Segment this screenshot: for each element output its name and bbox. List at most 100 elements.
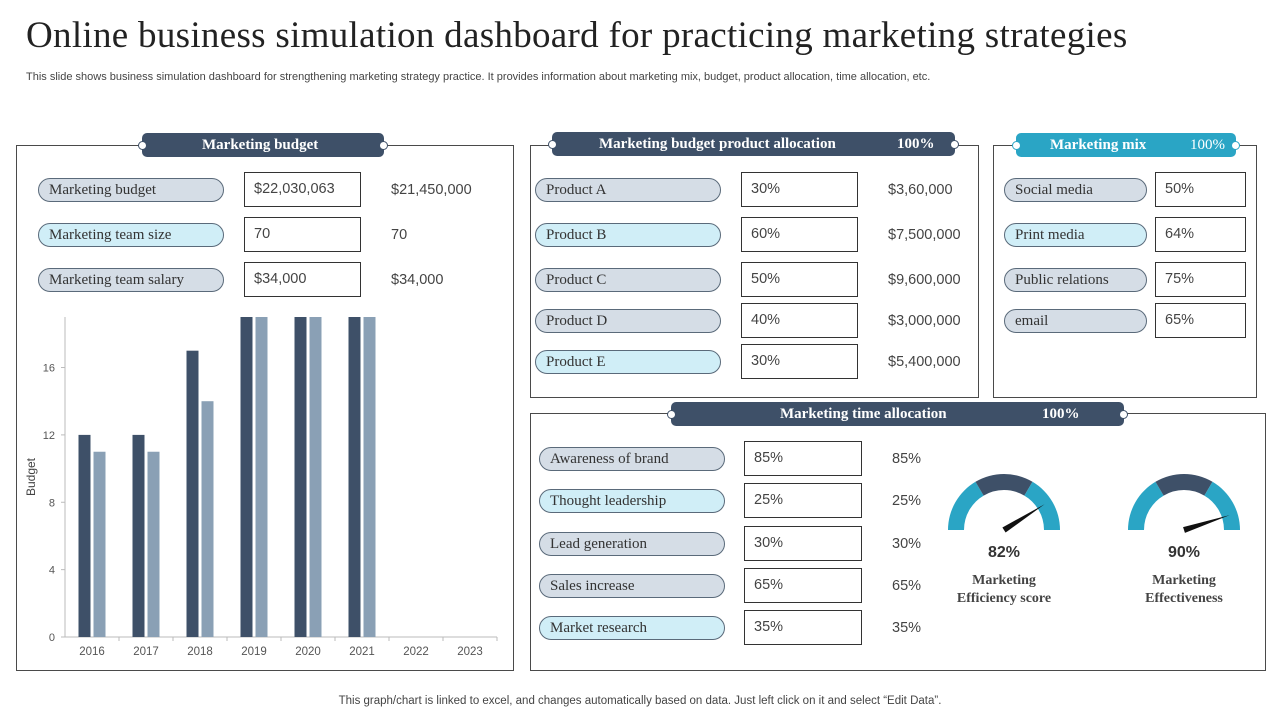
- thought-leadership-label-pill: Thought leadership: [539, 489, 725, 513]
- product-b-value-box: 60%: [741, 217, 858, 252]
- y-axis-title: Budget: [24, 457, 38, 496]
- lead-generation-extra-value: 30%: [892, 536, 922, 552]
- header-connector-dot: [950, 140, 959, 149]
- gauge-arc-segment: [1204, 481, 1240, 530]
- market-research-extra-value: 35%: [892, 620, 922, 636]
- gauge-arc-segment: [948, 481, 984, 530]
- header-connector-dot: [1012, 141, 1021, 150]
- effectiveness-gauge-label: Marketing Effectiveness: [1104, 572, 1264, 608]
- marketing-mix-title: Marketing mix: [1050, 137, 1147, 153]
- product-d-label-pill: Product D: [535, 309, 721, 333]
- y-tick-label: 0: [49, 632, 55, 644]
- product-e-amount: $5,400,000: [888, 354, 961, 370]
- bar-2016-series-2: [93, 451, 106, 637]
- bar-2017-series-1: [132, 434, 145, 637]
- page-title: Online business simulation dashboard for…: [26, 15, 1128, 56]
- market-research-label-pill: Market research: [539, 616, 725, 640]
- budget-panel-title: Marketing budget: [202, 137, 319, 153]
- budget-label-pill: Marketing budget: [38, 178, 224, 202]
- gauge-needle: [1183, 515, 1230, 533]
- x-tick-label: 2021: [349, 646, 375, 658]
- efficiency-gauge-percent: 82%: [987, 544, 1021, 561]
- sales-increase-extra-value: 65%: [892, 578, 922, 594]
- public-relations-value-box: 75%: [1155, 262, 1246, 297]
- social-media-value-box: 50%: [1155, 172, 1246, 207]
- product-allocation-title: Marketing budget product allocation: [599, 136, 836, 152]
- product-allocation-percent: 100%: [897, 136, 935, 152]
- budget-extra-value: $21,450,000: [391, 182, 472, 198]
- header-connector-dot: [667, 410, 676, 419]
- footer-note: This graph/chart is linked to excel, and…: [338, 695, 942, 707]
- bar-2016-series-1: [78, 434, 91, 637]
- bar-2020-series-1: [294, 317, 307, 637]
- lead-generation-label-pill: Lead generation: [539, 532, 725, 556]
- effectiveness-gauge-label-line1: Marketing: [1152, 573, 1216, 588]
- awareness-value-box: 85%: [744, 441, 862, 476]
- product-d-value-box: 40%: [741, 303, 858, 338]
- header-connector-dot: [1119, 410, 1128, 419]
- thought-leadership-value-box: 25%: [744, 483, 862, 518]
- marketing-mix-header: Marketing mix 100%: [1012, 133, 1240, 157]
- market-research-value-box: 35%: [744, 610, 862, 645]
- product-a-amount: $3,60,000: [888, 182, 953, 198]
- budget-panel-header: Marketing budget: [138, 133, 388, 157]
- gauge-arc-segment: [975, 474, 1033, 496]
- sales-increase-value-box: 65%: [744, 568, 862, 603]
- header-connector-dot: [1231, 141, 1240, 150]
- budget-bar-chart: 0 4 8 12 16 2016 2017 2018 2019 2020 2021 2022 2023 B…: [24, 317, 498, 658]
- marketing-mix-percent: 100%: [1190, 137, 1225, 153]
- page-subtitle: This slide shows business simulation das…: [26, 71, 931, 83]
- gauge-arc-segment: [1155, 474, 1213, 496]
- time-allocation-percent: 100%: [1042, 406, 1080, 422]
- bar-2019-series-1: [240, 317, 253, 637]
- product-c-value-box: 50%: [741, 262, 858, 297]
- x-tick-label: 2016: [79, 646, 105, 658]
- bar-2017-series-2: [147, 451, 160, 637]
- team-size-extra-value: 70: [391, 227, 408, 243]
- header-connector-dot: [548, 140, 557, 149]
- effectiveness-gauge-percent: 90%: [1167, 544, 1201, 561]
- efficiency-gauge-label: Marketing Efficiency score: [924, 572, 1084, 608]
- time-allocation-title: Marketing time allocation: [780, 406, 947, 422]
- print-media-value-box: 64%: [1155, 217, 1246, 252]
- thought-leadership-extra-value: 25%: [892, 493, 922, 509]
- email-label-pill: email: [1004, 309, 1147, 333]
- product-e-value-box: 30%: [741, 344, 858, 379]
- awareness-extra-value: 85%: [892, 451, 922, 467]
- product-c-amount: $9,600,000: [888, 272, 961, 288]
- product-d-amount: $3,000,000: [888, 313, 961, 329]
- team-salary-value-box: $34,000: [244, 262, 361, 297]
- bar-2018-series-2: [201, 401, 214, 637]
- x-tick-label: 2020: [295, 646, 321, 658]
- header-connector-dot: [379, 141, 388, 150]
- bar-2018-series-1: [186, 350, 199, 637]
- product-allocation-header: Marketing budget product allocation 100%: [548, 132, 959, 156]
- sales-increase-label-pill: Sales increase: [539, 574, 725, 598]
- x-tick-label: 2018: [187, 646, 213, 658]
- team-size-label-pill: Marketing team size: [38, 223, 224, 247]
- product-b-amount: $7,500,000: [888, 227, 961, 243]
- x-tick-label: 2017: [133, 646, 159, 658]
- x-tick-label: 2022: [403, 646, 429, 658]
- efficiency-gauge-label-line1: Marketing: [972, 573, 1036, 588]
- budget-value-box: $22,030,063: [244, 172, 361, 207]
- efficiency-gauge: [948, 474, 1060, 533]
- y-tick-label: 16: [43, 363, 55, 375]
- header-connector-dot: [138, 141, 147, 150]
- product-b-label-pill: Product B: [535, 223, 721, 247]
- x-tick-label: 2023: [457, 646, 483, 658]
- team-salary-label-pill: Marketing team salary: [38, 268, 224, 292]
- public-relations-label-pill: Public relations: [1004, 268, 1147, 292]
- effectiveness-gauge-label-line2: Effectiveness: [1145, 591, 1223, 606]
- team-salary-extra-value: $34,000: [391, 272, 444, 288]
- print-media-label-pill: Print media: [1004, 223, 1147, 247]
- effectiveness-gauge: [1128, 474, 1240, 533]
- y-tick-label: 4: [49, 565, 55, 577]
- product-a-value-box: 30%: [741, 172, 858, 207]
- bar-2020-series-2: [309, 317, 322, 637]
- gauge-needle: [1002, 504, 1045, 533]
- lead-generation-value-box: 30%: [744, 526, 862, 561]
- x-tick-label: 2019: [241, 646, 267, 658]
- social-media-label-pill: Social media: [1004, 178, 1147, 202]
- bar-2021-series-2: [363, 317, 376, 637]
